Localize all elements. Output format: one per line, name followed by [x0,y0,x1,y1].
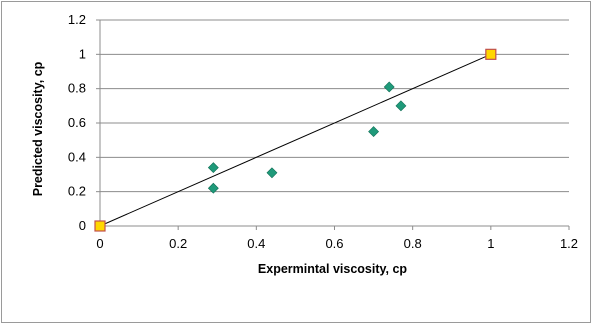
y-tick-label-3: 0.6 [68,115,86,130]
x-tick-label-6: 1.2 [560,236,578,251]
data-point-0-5 [395,100,407,112]
x-tick-label-5: 1 [487,236,494,251]
data-points [94,48,497,232]
x-tick-label-0: 0 [96,236,103,251]
y-tick-label-2: 0.4 [68,149,86,164]
y-tick-label-1: 0.2 [68,184,86,199]
y-axis-title: Predicted viscosity, cp [31,61,45,196]
x-tick-labels: 0 0.2 0.4 0.6 0.8 1 1.2 [96,226,578,251]
data-point-0-4 [383,81,395,93]
data-point-0-1 [207,182,219,194]
gridlines [100,19,569,193]
x-tick-label-4: 0.8 [404,236,422,251]
y-tick-labels: 0 0.2 0.4 0.6 0.8 1 1.2 [68,12,100,233]
data-point-0-2 [266,167,278,179]
reference-line [99,53,492,227]
x-axis-title: Expermintal viscosity, cp [258,262,407,276]
data-point-0-0 [207,162,219,174]
y-tick-label-0: 0 [79,218,86,233]
data-point-1-0 [94,220,106,232]
data-point-0-3 [368,126,380,138]
y-tick-label-4: 0.8 [68,81,86,96]
x-tick-label-2: 0.4 [247,236,265,251]
x-tick-label-3: 0.6 [325,236,343,251]
data-point-1-1 [485,48,497,60]
y-tick-label-5: 1 [79,46,86,61]
x-tick-label-1: 0.2 [169,236,187,251]
y-tick-label-6: 1.2 [68,12,86,27]
